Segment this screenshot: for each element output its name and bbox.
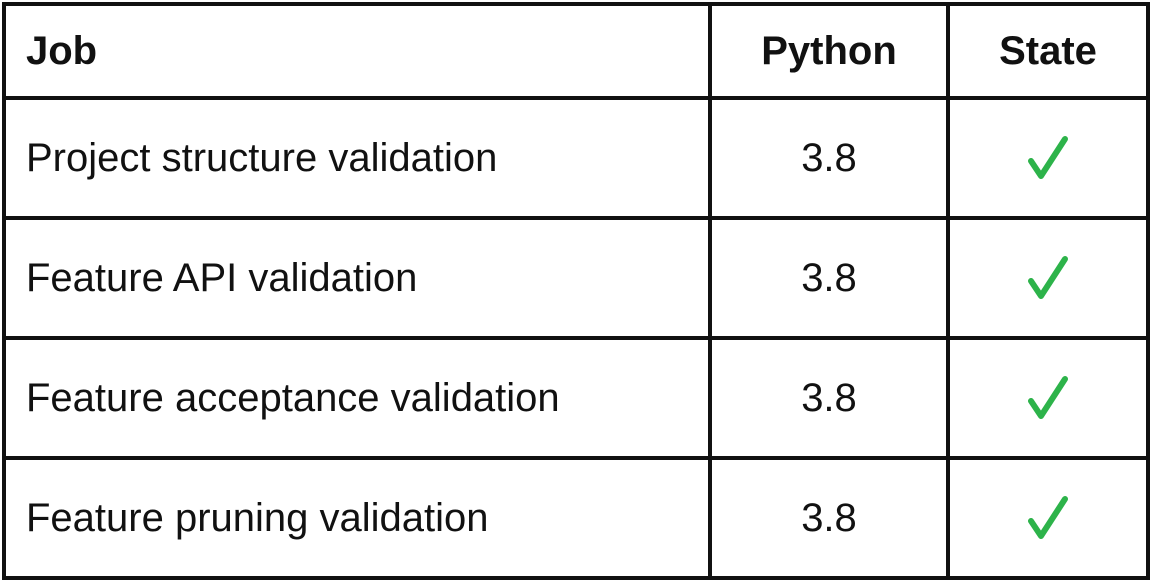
table-row: Feature acceptance validation 3.8 [2,336,1150,460]
job-name: Project structure validation [2,96,712,220]
job-name: Feature API validation [2,216,712,340]
state-cell [946,216,1150,340]
python-version: 3.8 [708,336,950,460]
state-cell [946,96,1150,220]
python-version: 3.8 [708,456,950,580]
header-python: Python [708,2,950,100]
python-version: 3.8 [708,96,950,220]
checkmark-icon [1028,136,1068,180]
table-row: Feature API validation 3.8 [2,216,1150,340]
state-cell [946,336,1150,460]
python-version: 3.8 [708,216,950,340]
table-row: Project structure validation 3.8 [2,96,1150,220]
table-row: Feature pruning validation 3.8 [2,456,1150,580]
state-cell [946,456,1150,580]
checkmark-icon [1028,376,1068,420]
header-job: Job [2,2,712,100]
header-state: State [946,2,1150,100]
job-name: Feature acceptance validation [2,336,712,460]
job-name: Feature pruning validation [2,456,712,580]
checkmark-icon [1028,256,1068,300]
table-header-row: Job Python State [2,2,1150,100]
checkmark-icon [1028,496,1068,540]
